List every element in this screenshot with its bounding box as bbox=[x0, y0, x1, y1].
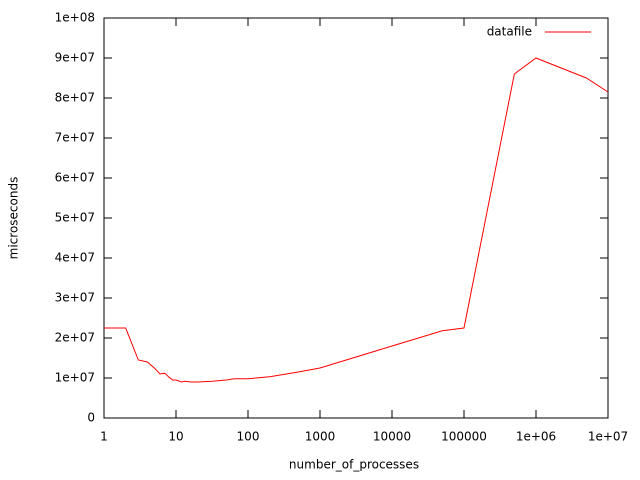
y-tick-label: 1e+08 bbox=[55, 11, 95, 25]
y-tick-label: 6e+07 bbox=[55, 171, 95, 185]
y-tick-label: 4e+07 bbox=[55, 251, 95, 265]
x-axis-label: number_of_processes bbox=[289, 458, 419, 472]
y-tick-label: 9e+07 bbox=[55, 51, 95, 65]
y-tick-label: 0 bbox=[87, 411, 95, 425]
y-tick-label: 7e+07 bbox=[55, 131, 95, 145]
x-tick-label: 100000 bbox=[441, 430, 487, 444]
y-tick-label: 1e+07 bbox=[55, 371, 95, 385]
x-tick-label: 100 bbox=[237, 430, 260, 444]
x-tick-label: 1e+06 bbox=[516, 430, 556, 444]
legend-label: datafile bbox=[487, 25, 532, 39]
x-tick-label: 10000 bbox=[373, 430, 411, 444]
x-tick-label: 1 bbox=[100, 430, 108, 444]
data-line bbox=[104, 57, 609, 383]
y-tick-label: 5e+07 bbox=[55, 211, 95, 225]
x-tick-label: 1e+07 bbox=[588, 430, 628, 444]
y-tick-label: 8e+07 bbox=[55, 91, 95, 105]
y-tick-label: 3e+07 bbox=[55, 291, 95, 305]
x-tick-label: 10 bbox=[168, 430, 183, 444]
y-tick-label: 2e+07 bbox=[55, 331, 95, 345]
y-axis-label: microseconds bbox=[7, 177, 21, 260]
plot-frame bbox=[103, 17, 609, 419]
x-tick-label: 1000 bbox=[305, 430, 336, 444]
